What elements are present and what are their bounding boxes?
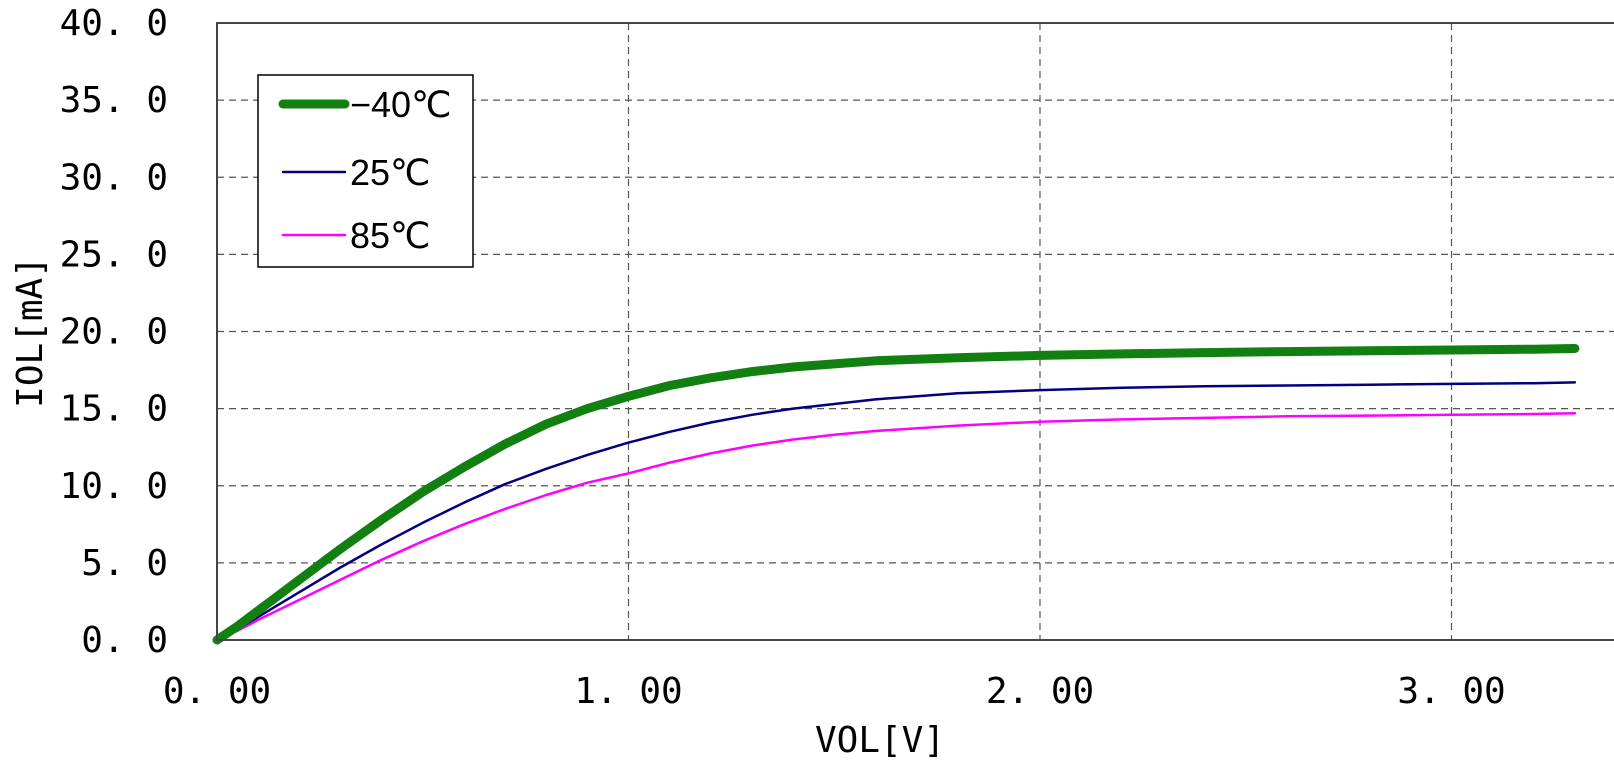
y-tick-label: 20. 0 [60, 312, 168, 353]
y-tick-label: 15. 0 [60, 389, 168, 430]
series-line-0 [212, 344, 1580, 645]
x-tick-label: 2. 00 [986, 671, 1094, 712]
legend: −40℃ 25℃ 85℃ [257, 74, 474, 268]
legend-label-0: −40℃ [350, 84, 452, 125]
legend-label-1: 25℃ [350, 152, 430, 193]
y-tick-label: 30. 0 [60, 157, 168, 198]
y-tick-label: 35. 0 [60, 80, 168, 121]
legend-label-2: 85℃ [350, 215, 430, 256]
y-axis-title: IOL[mA] [10, 256, 51, 408]
series-lines [212, 344, 1580, 645]
tick-labels: 0. 0 5. 0 10. 0 15. 0 20. 0 25. 0 30. 0 35. 0 40… [60, 3, 1506, 712]
y-tick-label: 10. 0 [60, 466, 168, 507]
x-tick-label: 0. 00 [163, 671, 271, 712]
y-tick-label: 5. 0 [81, 543, 168, 584]
x-tick-label: 1. 00 [574, 671, 682, 712]
x-axis-title: VOL[V] [815, 720, 945, 761]
y-tick-label: 40. 0 [60, 3, 168, 44]
series-line-1 [215, 381, 1577, 642]
x-tick-label: 3. 00 [1397, 671, 1505, 712]
plot-frame [216, 22, 1614, 641]
y-tick-label: 0. 0 [81, 620, 168, 661]
y-tick-label: 25. 0 [60, 234, 168, 275]
series-line-2 [215, 412, 1577, 642]
